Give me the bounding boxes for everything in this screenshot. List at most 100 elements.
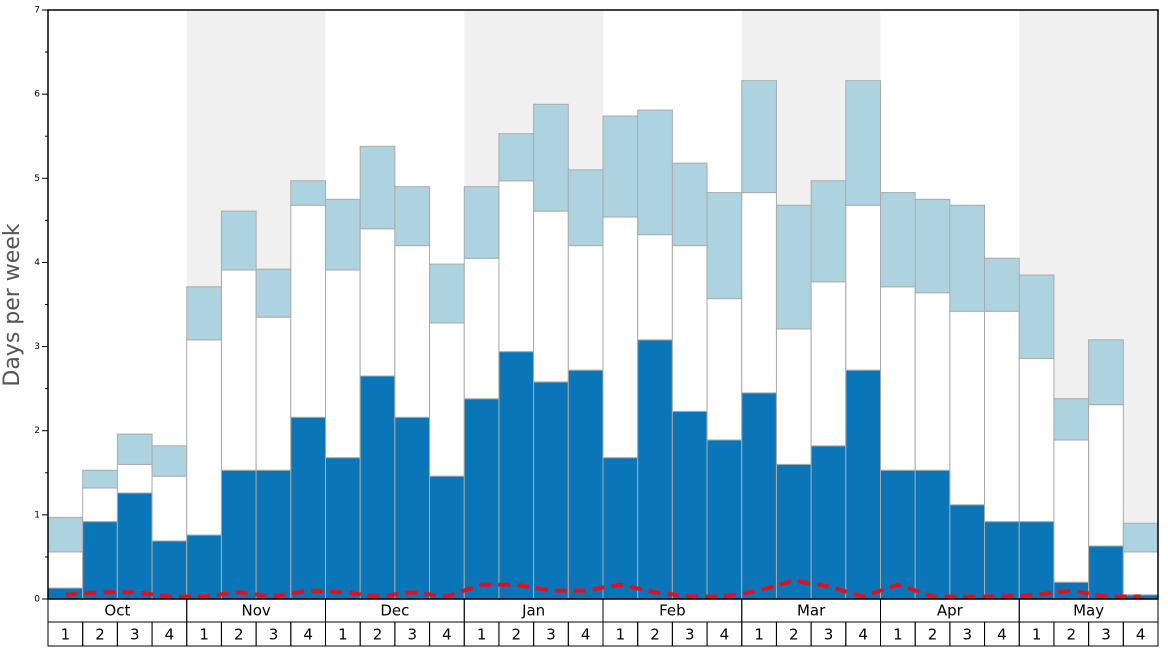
bar-segment: [1018, 274, 1055, 359]
bar-segment: [1018, 357, 1055, 523]
x-tick-label: 2: [373, 626, 383, 644]
bar-segment: [1088, 545, 1124, 600]
bar-segment: [359, 375, 396, 600]
x-tick-label: 2: [234, 626, 244, 644]
bar-segment: [567, 369, 604, 600]
bar-segment: [602, 216, 639, 459]
bar-segment: [810, 281, 847, 447]
bar-segment: [984, 521, 1020, 600]
bar-segment: [671, 245, 708, 412]
bar-segment: [1053, 439, 1090, 583]
bar-segment: [1088, 339, 1124, 406]
bar-segment: [775, 328, 812, 465]
bar-segment: [255, 268, 292, 318]
bar-segment: [741, 80, 777, 194]
bar-segment: [498, 180, 535, 353]
x-tick-label: 3: [269, 626, 279, 644]
y-tick-label: 3: [34, 342, 40, 352]
x-tick-label: 4: [581, 626, 591, 644]
y-tick-label: 6: [34, 90, 40, 100]
bar-segment: [394, 416, 431, 600]
bar-segment: [637, 339, 673, 600]
x-tick-label: 4: [303, 626, 313, 644]
bar-segment: [845, 204, 881, 371]
bar-segment: [463, 186, 500, 259]
bar-segment: [498, 133, 535, 182]
bar-segment: [671, 410, 708, 600]
bar-segment: [498, 351, 535, 600]
y-tick-label: 4: [34, 258, 40, 268]
bar-segment: [186, 534, 222, 600]
bar-segment: [82, 469, 118, 489]
bar-segment: [637, 109, 673, 236]
x-tick-label: 3: [407, 626, 417, 644]
bar-segment: [290, 204, 326, 418]
bar-segment: [394, 245, 431, 418]
x-tick-label: 4: [165, 626, 175, 644]
bar-segment: [116, 433, 153, 465]
bar-segment: [741, 392, 777, 600]
y-tick-label: 7: [34, 6, 40, 16]
bar-segment: [1053, 398, 1090, 441]
x-tick-label: 1: [199, 626, 209, 644]
bar-segment: [984, 257, 1020, 312]
x-tick-label: 4: [1136, 626, 1146, 644]
bar-segment: [325, 198, 361, 271]
bar-segment: [151, 445, 188, 477]
bar-segment: [775, 463, 812, 600]
bar-segment: [151, 475, 188, 542]
month-label: Jan: [521, 602, 545, 620]
bar-segment: [984, 310, 1020, 523]
bar-segment: [290, 416, 326, 600]
bar-segment: [567, 245, 604, 371]
bar-segment: [151, 540, 188, 600]
x-tick-label: 4: [997, 626, 1007, 644]
bar-segment: [1018, 521, 1055, 600]
x-tick-label: 3: [546, 626, 556, 644]
bar-segment: [533, 381, 569, 600]
y-tick-label: 5: [34, 174, 40, 184]
x-tick-label: 1: [754, 626, 764, 644]
bar-segment: [1122, 551, 1159, 596]
x-tick-label: 2: [789, 626, 799, 644]
bar-segment: [602, 115, 639, 218]
bar-segment: [533, 103, 569, 212]
x-tick-label: 2: [1067, 626, 1077, 644]
y-tick-label: 0: [34, 595, 40, 605]
bar-segment: [359, 145, 396, 230]
bar-segment: [429, 322, 465, 477]
x-tick-label: 2: [95, 626, 105, 644]
bar-segment: [914, 469, 951, 600]
bar-segment: [671, 162, 708, 247]
x-tick-label: 3: [1101, 626, 1111, 644]
bar-segment: [845, 369, 881, 600]
bar-segment: [567, 169, 604, 247]
x-tick-label: 2: [650, 626, 660, 644]
bar-segment: [429, 263, 465, 324]
bar-segment: [880, 286, 916, 471]
bar-segment: [255, 316, 292, 471]
x-tick-label: 1: [477, 626, 487, 644]
bar-segment: [914, 198, 951, 294]
bar-segment: [706, 439, 743, 600]
month-label: Mar: [797, 602, 826, 620]
bar-segment: [1122, 522, 1159, 553]
x-tick-label: 3: [962, 626, 972, 644]
bar-segment: [706, 298, 743, 441]
bar-segment: [47, 551, 84, 589]
x-tick-label: 4: [720, 626, 730, 644]
bar-segment: [880, 192, 916, 288]
bar-segment: [949, 204, 986, 312]
week-cell: [1122, 621, 1159, 647]
bar-segment: [845, 80, 881, 206]
x-tick-label: 3: [824, 626, 834, 644]
month-label: Dec: [380, 602, 409, 620]
bar-segment: [325, 457, 361, 600]
bar-segment: [949, 310, 986, 506]
y-axis-label: Days per week: [0, 223, 25, 386]
x-tick-label: 2: [512, 626, 522, 644]
month-label: Apr: [937, 602, 964, 620]
month-label: Nov: [241, 602, 270, 620]
month-label: Oct: [104, 602, 130, 620]
